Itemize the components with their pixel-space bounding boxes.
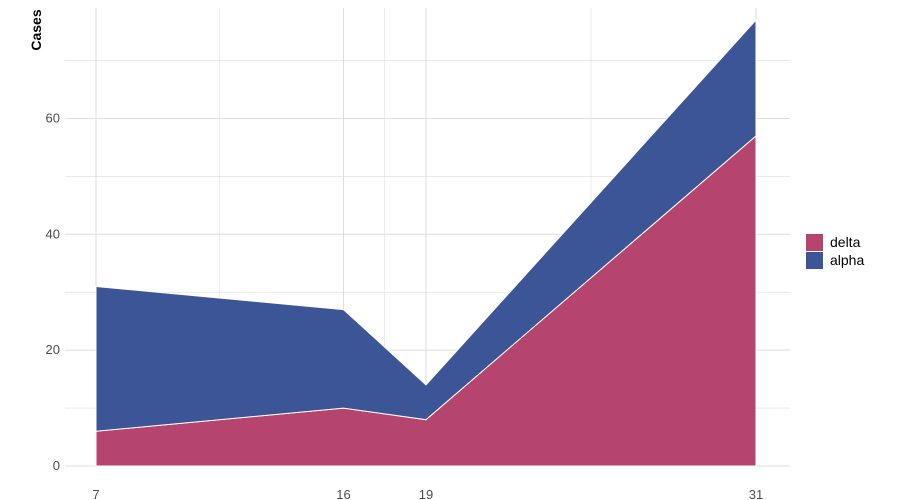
y-tick-label: 0 — [53, 458, 60, 473]
legend-key-alpha — [806, 252, 823, 269]
x-axis-ticks: 7 16 19 31 — [92, 487, 763, 500]
x-tick-label: 7 — [92, 487, 99, 500]
legend-key-delta — [806, 234, 823, 251]
x-tick-label: 31 — [749, 487, 763, 500]
x-tick-label: 16 — [336, 487, 350, 500]
legend-label-alpha: alpha — [830, 252, 864, 268]
area-alpha — [95, 18, 757, 432]
y-tick-label: 60 — [46, 110, 60, 125]
y-axis-label: Cases — [28, 9, 44, 50]
area-series — [95, 18, 757, 467]
y-tick-label: 20 — [46, 342, 60, 357]
x-tick-label: 19 — [419, 487, 433, 500]
y-axis-ticks: 0 20 40 60 — [46, 110, 60, 473]
legend: delta alpha — [806, 234, 864, 269]
legend-label-delta: delta — [830, 234, 861, 250]
y-tick-label: 40 — [46, 226, 60, 241]
